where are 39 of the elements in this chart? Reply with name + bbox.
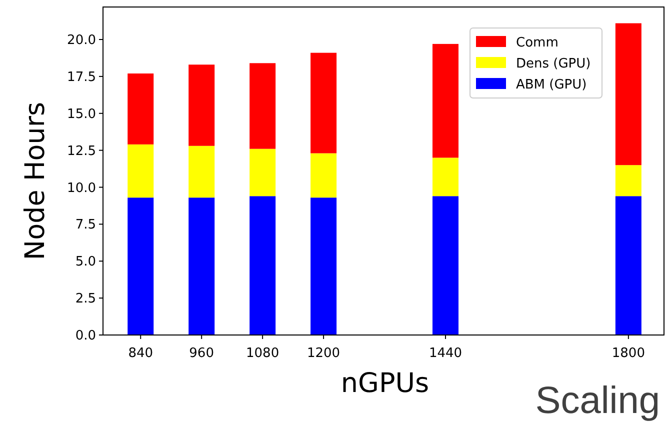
bar xyxy=(310,153,337,198)
x-tick-label: 1080 xyxy=(246,346,280,361)
bar xyxy=(432,158,458,196)
y-tick-label: 20.0 xyxy=(67,33,96,48)
y-axis-title: Node Hours xyxy=(20,102,51,260)
y-tick-label: 5.0 xyxy=(75,254,96,270)
bar xyxy=(250,196,276,335)
bar xyxy=(128,73,154,144)
bar xyxy=(615,165,642,196)
bar xyxy=(615,196,642,335)
x-tick-label: 1200 xyxy=(306,346,340,361)
legend-label: Dens (GPU) xyxy=(516,56,591,72)
y-tick-label: 2.5 xyxy=(75,292,96,307)
bar xyxy=(615,23,642,166)
y-tick-label: 17.5 xyxy=(67,70,96,85)
y-tick-label: 12.5 xyxy=(67,144,96,159)
x-tick-label: 1800 xyxy=(612,346,645,361)
bar xyxy=(310,198,337,335)
bar xyxy=(128,144,154,198)
x-axis-title: nGPUs xyxy=(340,368,430,399)
y-tick-label: 10.0 xyxy=(67,180,96,196)
bar xyxy=(432,44,458,158)
bar xyxy=(310,52,337,154)
x-tick-label: 1440 xyxy=(428,346,462,361)
bar xyxy=(188,146,215,198)
bar xyxy=(188,64,215,146)
x-tick-label: 960 xyxy=(189,346,214,361)
legend-label: ABM (GPU) xyxy=(516,78,587,93)
bar xyxy=(188,198,215,335)
bar xyxy=(128,198,154,335)
y-tick-label: 7.5 xyxy=(75,218,96,233)
y-tick-label: 15.0 xyxy=(67,106,96,122)
x-tick-label: 840 xyxy=(128,346,154,361)
bar xyxy=(250,63,276,149)
y-tick-label: 0.0 xyxy=(75,328,96,344)
text: Scaling xyxy=(535,380,660,422)
bar xyxy=(432,196,458,335)
bar xyxy=(250,148,276,196)
legend-label: Comm xyxy=(516,36,558,51)
